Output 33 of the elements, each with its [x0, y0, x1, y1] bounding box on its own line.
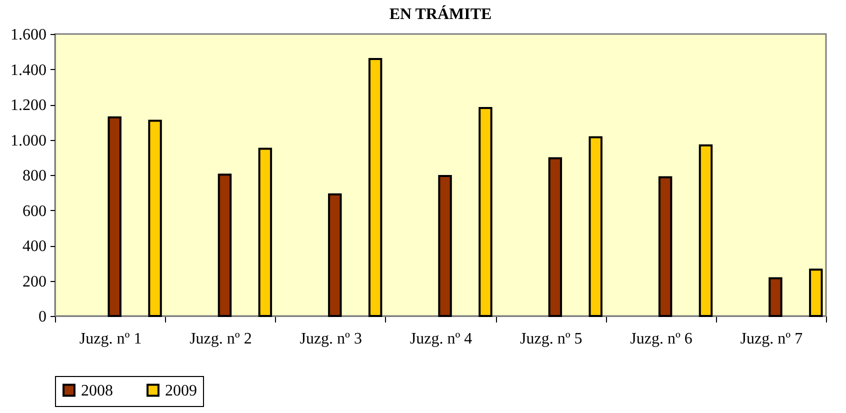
x-tick-label: Juzg. nº 4: [410, 330, 472, 348]
bar: [768, 277, 782, 317]
y-tick-label: 1.600: [10, 26, 46, 44]
chart-title: EN TRÁMITE: [389, 5, 492, 23]
y-tick-label: 0: [38, 308, 46, 326]
y-tick-label: 400: [22, 238, 46, 255]
y-tick-label: 1.000: [10, 132, 46, 150]
x-tick-label: Juzg. nº 6: [630, 330, 692, 348]
bar: [368, 58, 382, 317]
y-tick-label: 200: [22, 273, 46, 290]
bar: [328, 193, 342, 317]
bar: [548, 157, 562, 317]
bar: [698, 144, 713, 317]
bar: [588, 136, 602, 317]
x-tick-label: Juzg. nº 2: [190, 330, 252, 348]
x-tick-label: Juzg. nº 1: [79, 330, 142, 348]
bar: [258, 148, 272, 317]
bar: [218, 174, 232, 317]
bar: [658, 176, 672, 317]
y-tick-label: 600: [22, 202, 46, 220]
legend-label: 2008: [81, 382, 113, 400]
bar: [148, 120, 162, 317]
x-tick-label: Juzg. nº 7: [740, 330, 803, 348]
bar: [809, 268, 823, 317]
y-tick-label: 1.400: [10, 62, 46, 79]
bar: [438, 175, 452, 317]
x-tick-label: Juzg. nº 5: [520, 330, 582, 348]
y-tick-label: 800: [22, 168, 46, 184]
legend-label: 2009: [165, 382, 197, 400]
bar: [478, 107, 492, 317]
x-tick-label: Juzg. nº 3: [300, 330, 362, 348]
bar: [108, 116, 122, 317]
y-tick-label: 1.200: [10, 97, 46, 114]
